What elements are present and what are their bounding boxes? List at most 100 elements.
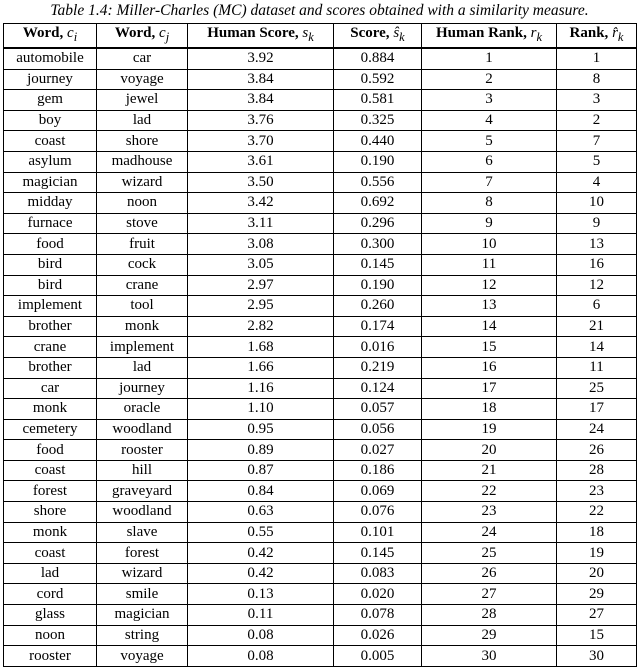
human-score-cell: 3.08 [187,233,334,255]
score-cell: 0.145 [333,542,422,564]
score-cell: 0.556 [333,171,422,194]
score-cell: 0.884 [333,47,422,70]
human-rank-cell: 16 [421,356,557,379]
table-row: brother monk 2.82 0.174 14 21 [3,315,637,338]
word-ci-cell: midday [3,192,97,214]
word-cj-cell: lad [96,109,188,132]
human-score-cell: 3.50 [187,171,334,194]
human-rank-cell: 12 [421,274,557,297]
human-rank-cell: 17 [421,377,557,400]
rank-cell: 10 [556,192,637,214]
rank-cell: 3 [556,89,637,111]
score-cell: 0.692 [333,192,422,214]
human-rank-cell: 2 [421,68,557,91]
human-score-cell: 0.87 [187,459,334,482]
score-cell: 0.069 [333,480,422,503]
word-ci-cell: monk [3,398,97,420]
score-cell: 0.016 [333,336,422,358]
table-row: journey voyage 3.84 0.592 2 8 [3,68,637,91]
human-rank-cell: 5 [421,130,557,152]
col-header-human-score: Human Score, sk [187,23,334,49]
rank-cell: 25 [556,377,637,400]
col-header-score: Score, ŝk [333,23,422,49]
rank-cell: 12 [556,274,637,297]
col-header-word-ci: Word, ci [3,23,97,49]
word-ci-cell: shore [3,501,97,523]
word-cj-cell: tool [96,295,188,317]
human-score-cell: 0.11 [187,604,334,626]
word-cj-cell: wizard [96,171,188,194]
word-cj-cell: string [96,624,188,647]
human-rank-cell: 11 [421,253,557,276]
word-cj-cell: shore [96,130,188,152]
rank-cell: 22 [556,501,637,523]
rank-cell: 2 [556,109,637,132]
score-cell: 0.190 [333,274,422,297]
rank-cell: 21 [556,315,637,338]
human-rank-cell: 28 [421,604,557,626]
word-cj-cell: magician [96,604,188,626]
rank-cell: 19 [556,542,637,564]
human-score-cell: 0.95 [187,418,334,441]
rank-cell: 13 [556,233,637,255]
rank-cell: 11 [556,356,637,379]
word-ci-cell: bird [3,274,97,297]
word-cj-cell: lad [96,356,188,379]
word-cj-cell: forest [96,542,188,564]
table-row: furnace stove 3.11 0.296 9 9 [3,212,637,235]
score-cell: 0.190 [333,150,422,173]
word-ci-cell: car [3,377,97,400]
word-ci-cell: food [3,233,97,255]
human-score-cell: 2.95 [187,295,334,317]
human-score-cell: 0.08 [187,645,334,667]
word-cj-cell: noon [96,192,188,214]
col-header-word-cj: Word, cj [96,23,188,49]
score-cell: 0.592 [333,68,422,91]
table-row: brother lad 1.66 0.219 16 11 [3,356,637,379]
word-ci-cell: cord [3,583,97,606]
rank-cell: 7 [556,130,637,152]
table-row: coast forest 0.42 0.145 25 19 [3,542,637,564]
human-score-cell: 2.82 [187,315,334,338]
score-cell: 0.076 [333,501,422,523]
word-cj-cell: oracle [96,398,188,420]
table-row: bird cock 3.05 0.145 11 16 [3,253,637,276]
rank-cell: 24 [556,418,637,441]
rank-cell: 4 [556,171,637,194]
table-row: cemetery woodland 0.95 0.056 19 24 [3,418,637,441]
score-cell: 0.020 [333,583,422,606]
score-cell: 0.027 [333,439,422,461]
word-ci-cell: rooster [3,645,97,667]
table-row: coast shore 3.70 0.440 5 7 [3,130,637,152]
score-cell: 0.083 [333,562,422,585]
human-rank-cell: 25 [421,542,557,564]
human-score-cell: 3.61 [187,150,334,173]
word-cj-cell: rooster [96,439,188,461]
human-score-cell: 0.08 [187,624,334,647]
rank-cell: 14 [556,336,637,358]
table-row: midday noon 3.42 0.692 8 10 [3,192,637,214]
human-rank-cell: 15 [421,336,557,358]
word-cj-cell: graveyard [96,480,188,503]
word-ci-cell: bird [3,253,97,276]
table-row: car journey 1.16 0.124 17 25 [3,377,637,400]
rank-cell: 20 [556,562,637,585]
rank-cell: 28 [556,459,637,482]
score-cell: 0.101 [333,521,422,544]
word-ci-cell: brother [3,356,97,379]
human-score-cell: 3.92 [187,47,334,70]
human-rank-cell: 20 [421,439,557,461]
word-cj-cell: cock [96,253,188,276]
human-score-cell: 0.89 [187,439,334,461]
word-ci-cell: glass [3,604,97,626]
word-cj-cell: woodland [96,418,188,441]
human-score-cell: 3.70 [187,130,334,152]
human-score-cell: 1.68 [187,336,334,358]
human-score-cell: 3.05 [187,253,334,276]
human-rank-cell: 26 [421,562,557,585]
human-score-cell: 0.42 [187,542,334,564]
word-cj-cell: wizard [96,562,188,585]
col-header-human-rank: Human Rank, rk [421,23,557,49]
word-ci-cell: automobile [3,47,97,70]
rank-cell: 5 [556,150,637,173]
